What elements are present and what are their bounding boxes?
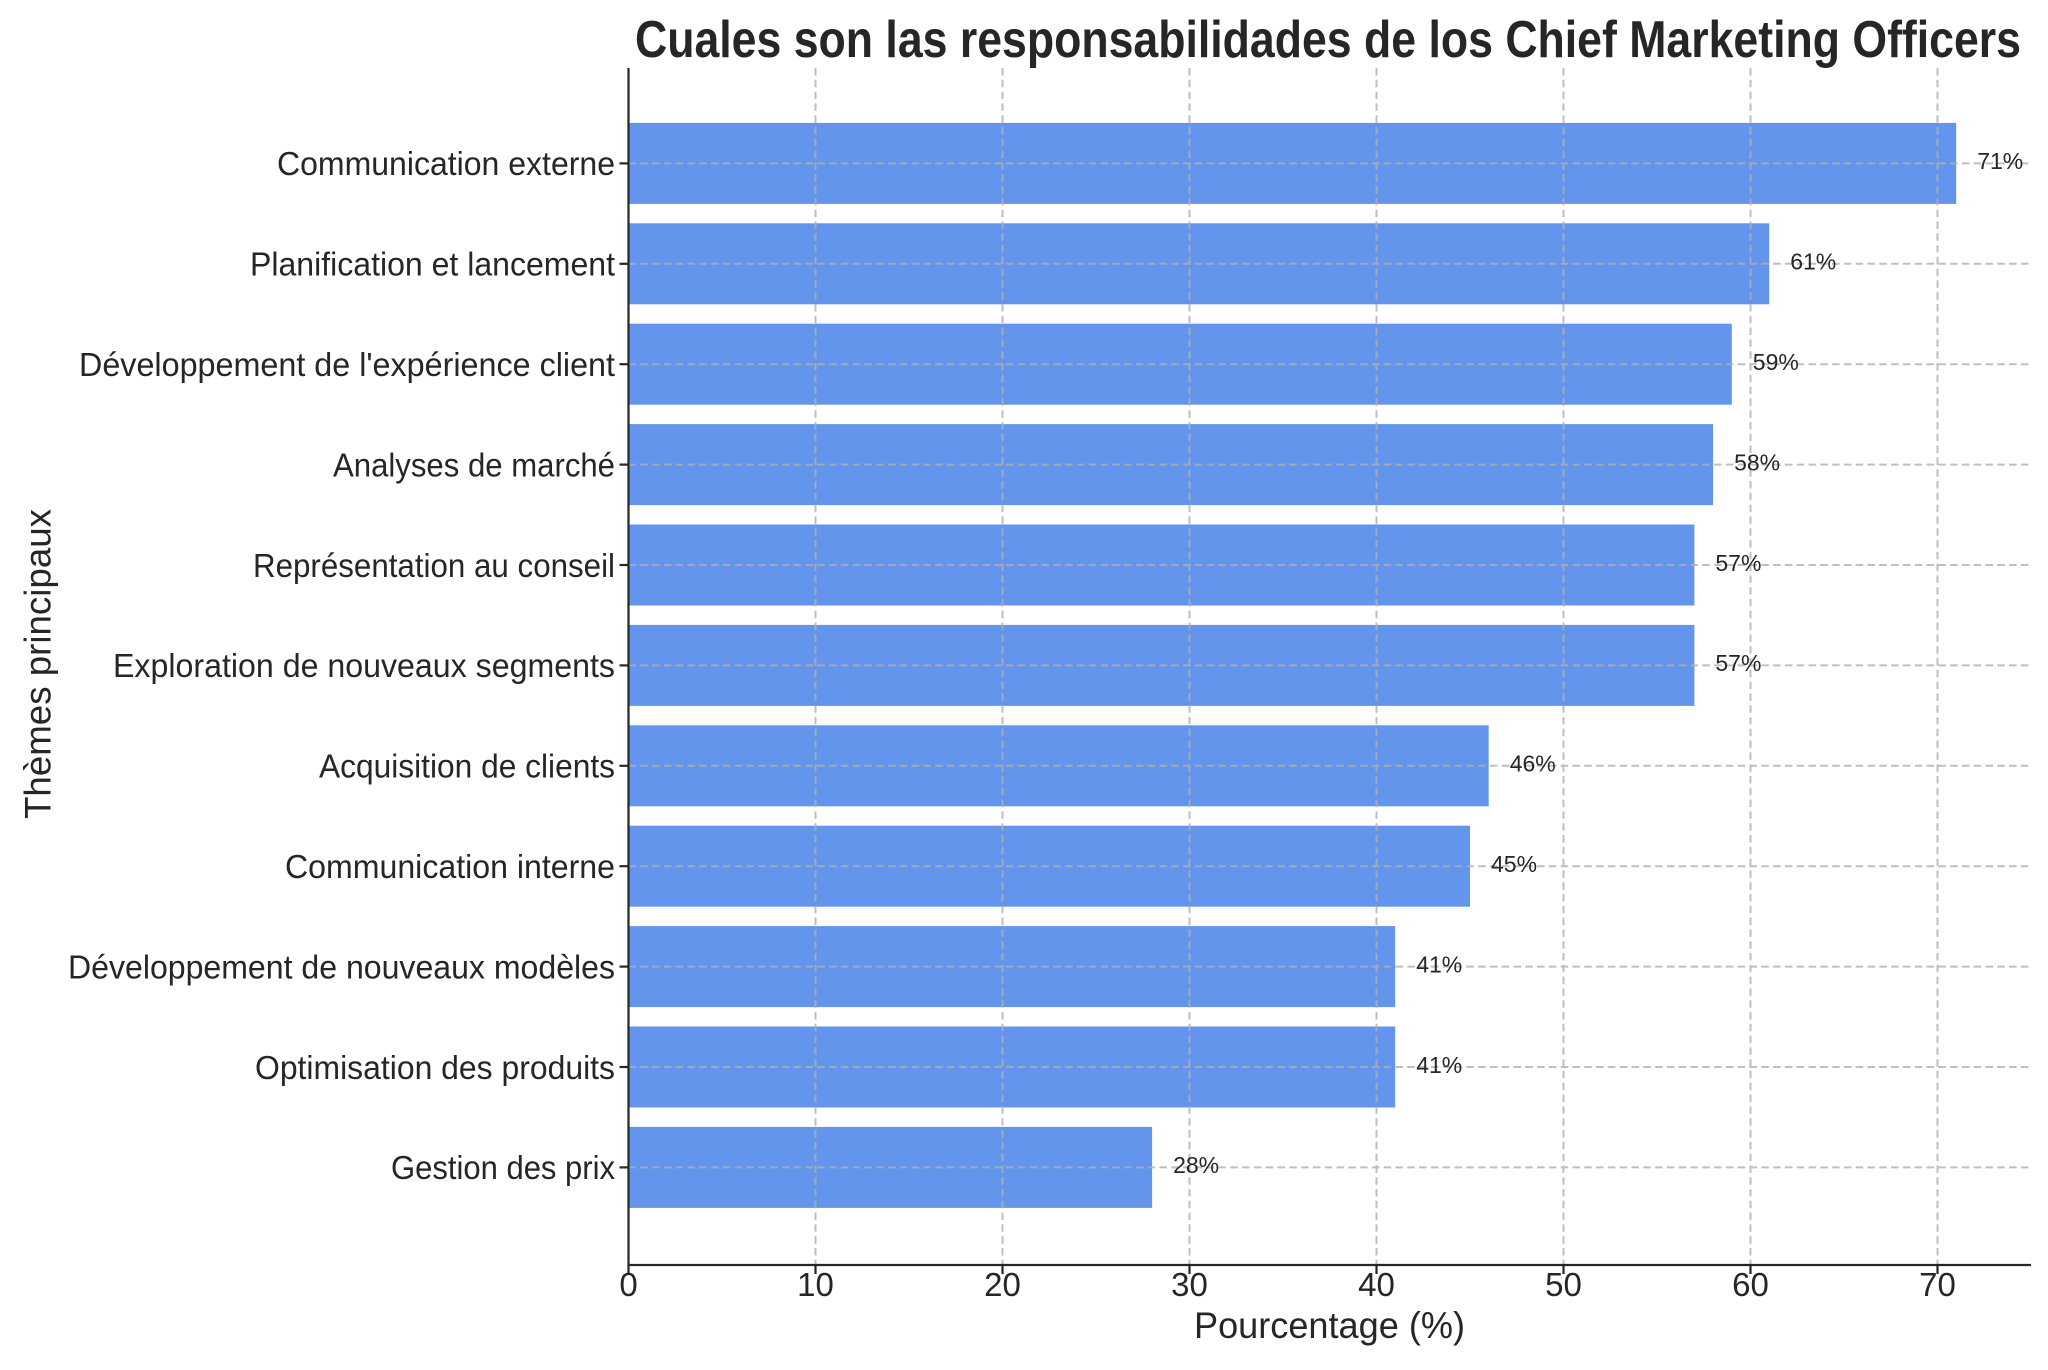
svg-text:Gestion des prix: Gestion des prix bbox=[391, 1149, 615, 1186]
svg-text:10: 10 bbox=[797, 1266, 834, 1303]
svg-text:30: 30 bbox=[1171, 1266, 1208, 1303]
svg-text:Développement de l'expérience: Développement de l'expérience client bbox=[79, 346, 615, 383]
svg-text:Thèmes principaux: Thèmes principaux bbox=[17, 509, 59, 819]
svg-text:Optimisation des produits: Optimisation des produits bbox=[255, 1049, 615, 1086]
svg-text:Exploration de nouveaux segmen: Exploration de nouveaux segments bbox=[113, 647, 615, 684]
svg-text:41%: 41% bbox=[1416, 951, 1462, 977]
svg-text:Communication externe: Communication externe bbox=[277, 145, 615, 182]
svg-text:71%: 71% bbox=[1977, 148, 2023, 174]
svg-text:Pourcentage (%): Pourcentage (%) bbox=[1194, 1304, 1465, 1346]
svg-text:20: 20 bbox=[984, 1266, 1021, 1303]
svg-text:59%: 59% bbox=[1753, 349, 1799, 375]
svg-text:Communication interne: Communication interne bbox=[285, 848, 615, 885]
svg-text:Analyses de marché: Analyses de marché bbox=[333, 446, 615, 483]
svg-text:Développement de nouveaux modè: Développement de nouveaux modèles bbox=[68, 948, 615, 985]
svg-text:45%: 45% bbox=[1491, 851, 1537, 877]
svg-text:50: 50 bbox=[1545, 1266, 1582, 1303]
svg-text:70: 70 bbox=[1919, 1266, 1956, 1303]
svg-text:28%: 28% bbox=[1173, 1152, 1219, 1178]
svg-text:58%: 58% bbox=[1734, 449, 1780, 475]
svg-text:Représentation au conseil: Représentation au conseil bbox=[253, 547, 615, 584]
svg-text:46%: 46% bbox=[1510, 751, 1556, 777]
svg-text:40: 40 bbox=[1358, 1266, 1395, 1303]
svg-text:57%: 57% bbox=[1715, 650, 1761, 676]
svg-text:Planification et lancement: Planification et lancement bbox=[250, 246, 615, 283]
svg-text:60: 60 bbox=[1732, 1266, 1769, 1303]
svg-text:41%: 41% bbox=[1416, 1052, 1462, 1078]
svg-text:57%: 57% bbox=[1715, 550, 1761, 576]
svg-text:Cuales son las responsabilidad: Cuales son las responsabilidades de los … bbox=[635, 11, 2021, 69]
svg-text:Acquisition de clients: Acquisition de clients bbox=[319, 748, 615, 785]
svg-text:0: 0 bbox=[619, 1266, 637, 1303]
svg-text:61%: 61% bbox=[1790, 249, 1836, 275]
